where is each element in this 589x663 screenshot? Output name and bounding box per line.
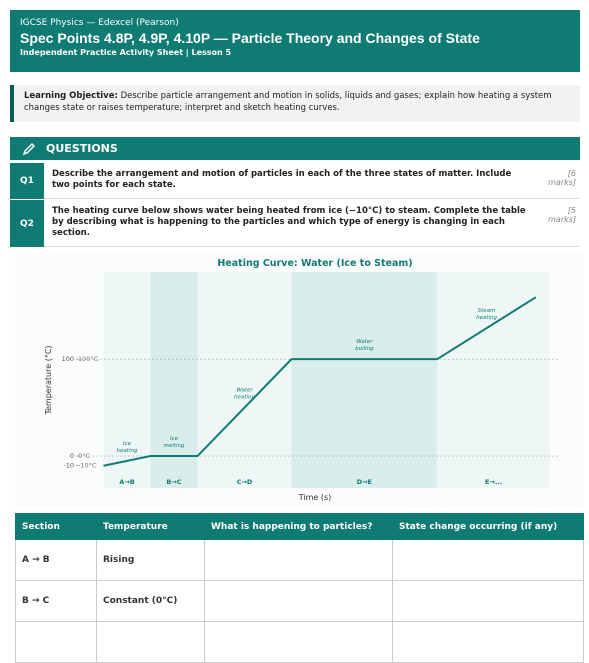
cell: [204, 621, 393, 663]
title: Spec Points 4.8P, 4.9P, 4.10P — Particle…: [20, 30, 480, 46]
annotation: Ice melting: [164, 436, 185, 449]
reference-label: 0°C: [78, 452, 90, 460]
heating-curve-line: [103, 296, 537, 467]
segment-label: B→C: [166, 478, 181, 486]
row: [15, 621, 584, 663]
segment-shade: [437, 272, 550, 488]
cell: [392, 539, 584, 581]
annotation-line: Water: [356, 339, 373, 345]
y-tick-label: 0: [70, 452, 74, 460]
cell: [204, 580, 393, 622]
header-row: Section Temperature What is happening to…: [15, 513, 584, 540]
row: B → C Constant (0°C): [15, 580, 584, 622]
q-number: Q1: [10, 163, 44, 199]
q-text: Describe the arrangement and motion of p…: [44, 163, 534, 199]
annotation-line: Ice: [170, 436, 179, 442]
segment-label: D→E: [357, 478, 372, 486]
q-marks: [5 marks]: [534, 200, 580, 247]
cell: [392, 580, 584, 622]
annotation-line: heating: [234, 395, 255, 401]
segment-label: A→B: [119, 478, 134, 486]
chart-title: Heating Curve: Water (Ice to Steam): [217, 258, 412, 269]
annotation-line: heating: [117, 448, 138, 454]
q-number: Q2: [10, 200, 44, 247]
cell: B → C: [15, 580, 97, 622]
cell: [392, 621, 584, 663]
annotation: Water boiling: [355, 339, 374, 352]
row: A → B Rising: [15, 539, 584, 581]
y-axis-label: Temperature (°C): [44, 345, 53, 415]
segment-label: E→...: [485, 478, 502, 486]
annotation-line: Ice: [123, 441, 132, 447]
segment-shade: [197, 272, 292, 488]
segment-shade: [291, 272, 438, 488]
annotation: Ice heating: [117, 441, 138, 454]
annotation-line: boiling: [355, 346, 374, 352]
reference-label: 100°C: [78, 355, 99, 363]
cell: A → B: [15, 539, 97, 581]
column-header: Section: [15, 513, 97, 540]
column-header: Temperature: [96, 513, 205, 540]
segment-label: C→D: [237, 478, 253, 486]
x-axis-label: Time (s): [298, 493, 332, 502]
objective: Learning Objective: Describe particle ar…: [10, 85, 580, 122]
annotation-line: Water: [236, 388, 253, 394]
cell: [96, 621, 205, 663]
questions-heading-text: QUESTIONS: [46, 142, 118, 155]
header: IGCSE Physics — Edexcel (Pearson) Spec P…: [10, 10, 580, 72]
subtitle: Independent Practice Activity Sheet | Le…: [20, 48, 232, 57]
cell: [15, 621, 97, 663]
annotation-line: heating: [476, 315, 497, 321]
cell: Rising: [96, 539, 205, 581]
q-text: The heating curve below shows water bein…: [44, 200, 534, 247]
heating-curve: Heating Curve: Water (Ice to Steam) A→B B→…: [15, 250, 584, 510]
objective-text: Describe particle arrangement and motion…: [24, 91, 552, 113]
column-header: State change occurring (if any): [392, 513, 584, 540]
segment-shade: [150, 272, 198, 488]
questions-heading: QUESTIONS: [10, 137, 580, 160]
annotation: Steam heating: [476, 308, 497, 321]
column-header: What is happening to particles?: [204, 513, 393, 540]
answer-table: Section Temperature What is happening to…: [15, 513, 584, 663]
annotation: Water heating: [234, 388, 255, 401]
cell: [204, 539, 393, 581]
segment-shade: [103, 272, 151, 488]
objective-label: Learning Objective:: [24, 91, 118, 101]
annotation-line: melting: [164, 443, 185, 449]
y-tick-label: -10: [63, 462, 74, 470]
course: IGCSE Physics — Edexcel (Pearson): [20, 18, 179, 28]
y-tick-label: 100: [62, 355, 74, 363]
reference-label: -10°C: [78, 462, 97, 470]
worksheet: IGCSE Physics — Edexcel (Pearson) Spec P…: [10, 10, 584, 663]
pencil-icon: [22, 142, 36, 156]
q-marks: [6 marks]: [534, 163, 580, 199]
cell: Constant (0°C): [96, 580, 205, 622]
annotation-line: Steam: [478, 308, 496, 314]
